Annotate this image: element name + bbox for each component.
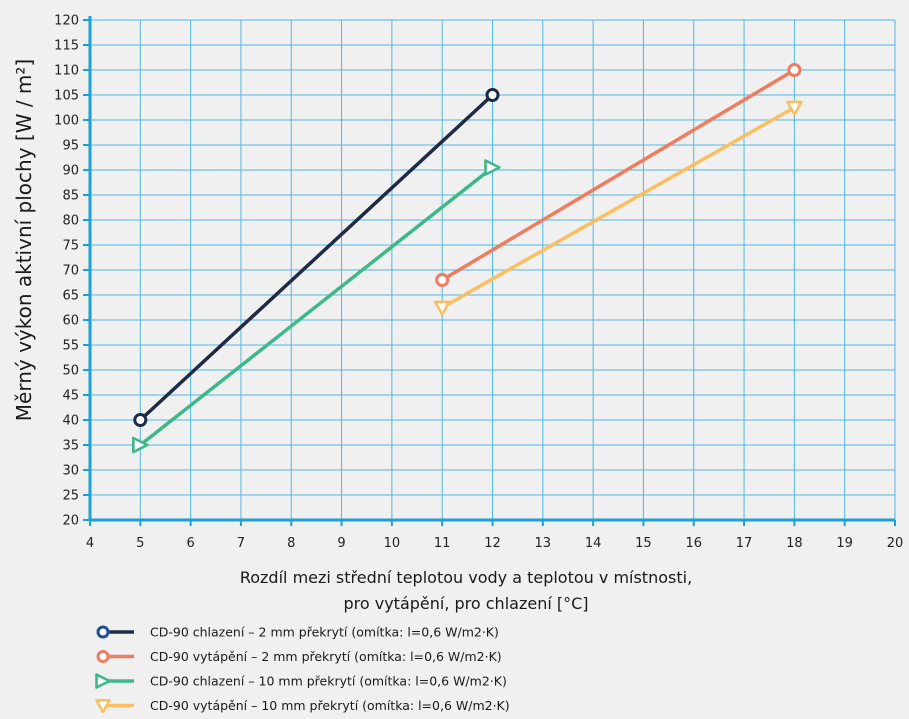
y-tick-label: 80 <box>62 214 79 229</box>
x-tick-label: 18 <box>786 536 803 551</box>
series-line-1 <box>139 93 494 422</box>
y-tick-label: 35 <box>62 439 79 454</box>
series-line-4 <box>441 105 796 310</box>
axes <box>83 16 896 526</box>
x-tick-label: 19 <box>836 536 853 551</box>
y-tick-label: 30 <box>62 464 79 479</box>
series-1-point <box>133 413 148 427</box>
y-tick-label: 20 <box>62 514 79 529</box>
y-tick-label: 115 <box>54 39 79 54</box>
y-tick-label: 45 <box>62 389 79 404</box>
x-tick-label: 9 <box>337 536 345 551</box>
y-tick-label: 70 <box>62 264 79 279</box>
y-tick-label: 100 <box>54 114 79 129</box>
x-axis-title-line2: pro vytápění, pro chlazení [°C] <box>343 594 588 613</box>
y-tick-label: 95 <box>62 139 79 154</box>
series-4-point <box>786 100 803 116</box>
y-tick-label: 110 <box>54 64 79 79</box>
series-line-3 <box>139 166 494 447</box>
series-4-point <box>433 300 451 316</box>
x-tick-label: 10 <box>384 536 401 551</box>
x-tick-label: 14 <box>585 536 602 551</box>
legend-label-1: CD-90 chlazení – 2 mm překrytí (omítka: … <box>150 625 499 640</box>
y-tick-label: 90 <box>62 164 79 179</box>
legend-marker-2 <box>96 650 110 663</box>
x-tick-label: 6 <box>186 536 194 551</box>
y-tick-label: 75 <box>62 239 79 254</box>
legend-label-2: CD-90 vytápění – 2 mm překrytí (omítka: … <box>150 649 502 664</box>
x-tick-label: 15 <box>635 536 652 551</box>
y-tick-label: 105 <box>54 89 79 104</box>
grid <box>90 19 896 520</box>
series-1-point <box>485 88 500 102</box>
x-tick-label: 12 <box>484 536 501 551</box>
x-tick-label: 7 <box>237 536 245 551</box>
legend-marker-4 <box>95 698 111 714</box>
x-tick-label: 4 <box>86 536 94 551</box>
x-axis-title-line1: Rozdíl mezi střední teplotou vody a tepl… <box>240 568 692 587</box>
y-tick-label: 65 <box>62 289 79 304</box>
legend-label-4: CD-90 vytápění – 10 mm překrytí (omítka:… <box>150 698 510 713</box>
x-tick-label: 8 <box>287 536 295 551</box>
series-3-point <box>132 436 149 454</box>
x-tick-label: 11 <box>434 536 451 551</box>
y-tick-label: 60 <box>62 314 79 329</box>
series-3-point <box>484 159 501 176</box>
series-line-2 <box>441 68 796 282</box>
x-tick-label: 13 <box>535 536 552 551</box>
legend-marker-1 <box>96 625 110 639</box>
series-2-point <box>787 63 802 77</box>
y-axis-title: Měrný výkon aktivní plochy [W / m²] <box>12 59 36 421</box>
series <box>132 63 803 454</box>
x-tick-label: 20 <box>887 536 904 551</box>
x-tick-label: 17 <box>736 536 753 551</box>
tick-labels: 2025303540455055606570758085909510010511… <box>54 14 903 552</box>
legend-label-3: CD-90 chlazení – 10 mm překrytí (omítka:… <box>150 674 507 689</box>
y-tick-label: 40 <box>62 414 79 429</box>
x-tick-label: 16 <box>685 536 702 551</box>
y-tick-label: 25 <box>62 489 79 504</box>
y-tick-label: 120 <box>54 14 79 29</box>
y-tick-label: 50 <box>62 364 79 379</box>
y-tick-label: 85 <box>62 189 79 204</box>
x-tick-label: 5 <box>136 536 144 551</box>
legend-marker-3 <box>95 673 111 689</box>
series-2-point <box>435 273 450 287</box>
legend: CD-90 chlazení – 2 mm překrytí (omítka: … <box>95 625 510 714</box>
y-tick-label: 55 <box>62 339 79 354</box>
